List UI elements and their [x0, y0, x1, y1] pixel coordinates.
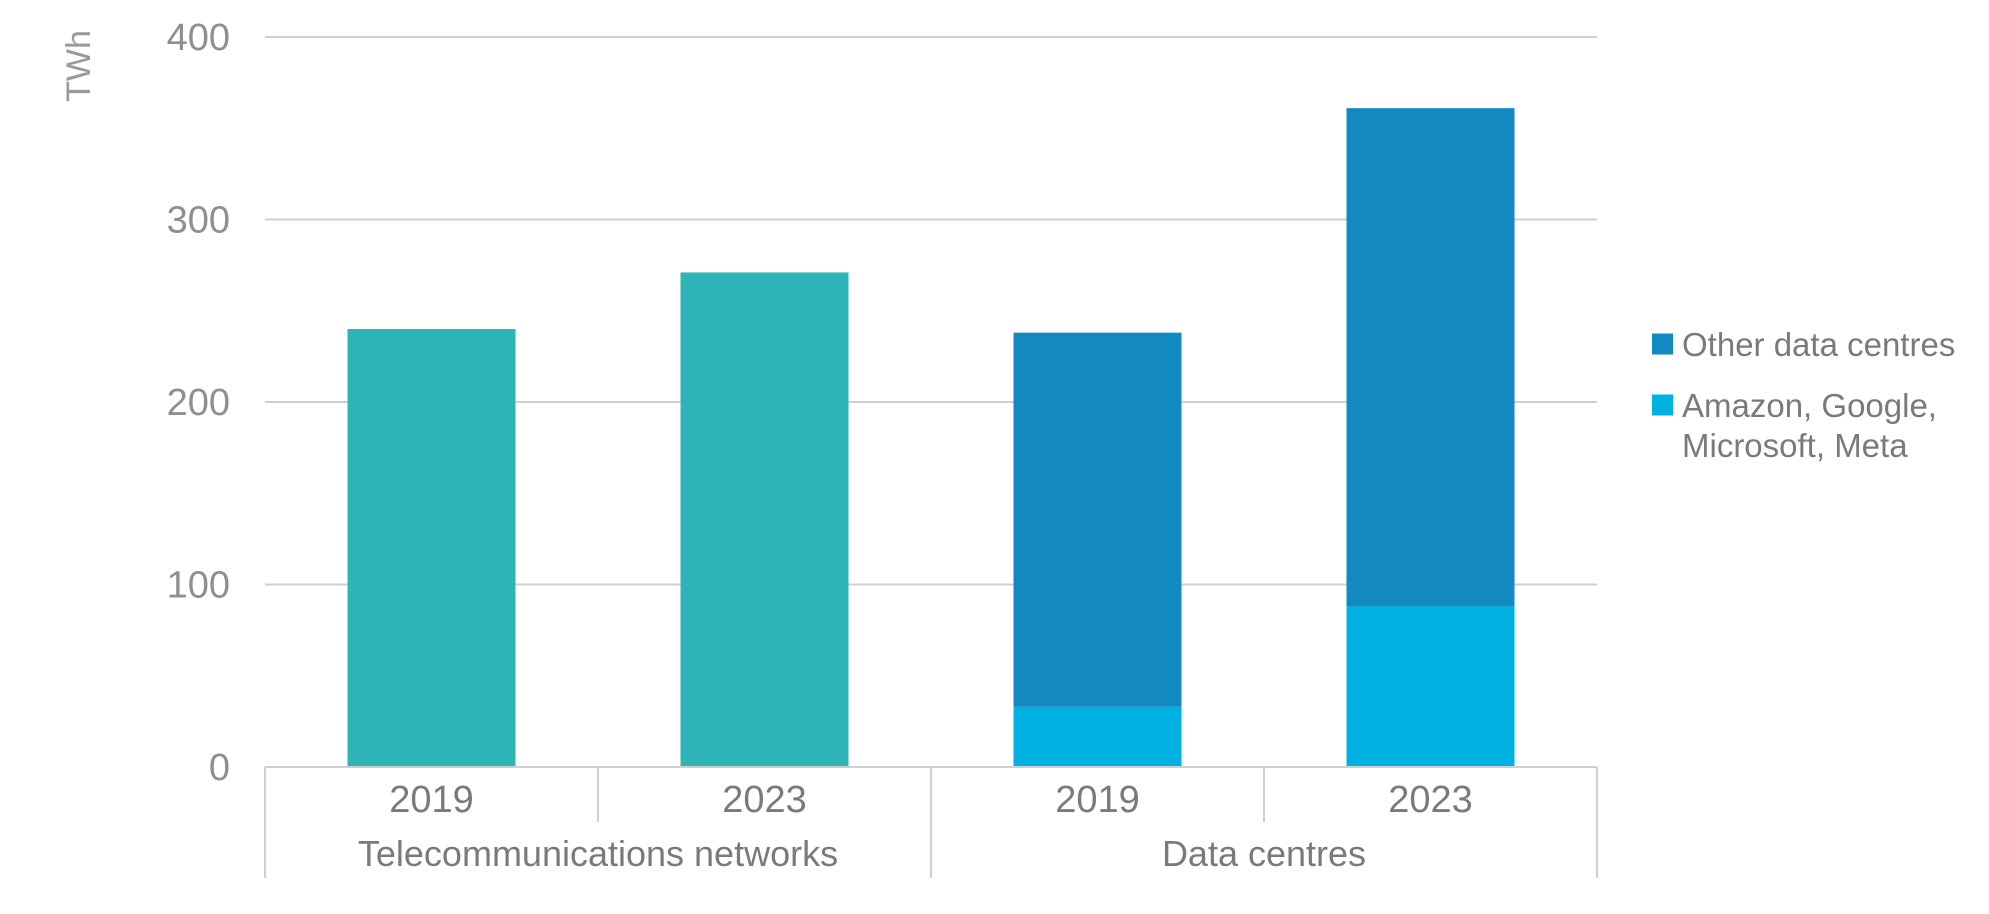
- y-tick-label: 200: [167, 382, 230, 424]
- y-tick-label: 100: [167, 565, 230, 607]
- legend-swatch: [1652, 333, 1673, 355]
- bar-segment: [1013, 706, 1182, 767]
- legend-label: Amazon, Google,: [1682, 387, 1937, 424]
- y-tick-label: 0: [209, 747, 230, 789]
- y-tick-label: 400: [167, 17, 230, 59]
- bars: [347, 108, 1515, 767]
- legend-label: Other data centres: [1682, 326, 1955, 363]
- x-group-label: Telecommunications networks: [358, 833, 838, 874]
- bar-segment: [680, 272, 849, 767]
- bar-segment: [1346, 606, 1515, 767]
- bar-segment: [1346, 108, 1515, 607]
- x-category-label: 2023: [722, 779, 807, 821]
- bar-segment: [1013, 332, 1182, 707]
- x-group-label: Data centres: [1162, 833, 1366, 874]
- x-category-label: 2023: [1388, 779, 1473, 821]
- x-category-label: 2019: [389, 779, 474, 821]
- y-tick-label: 300: [167, 200, 230, 242]
- x-category-label: 2019: [1055, 779, 1140, 821]
- legend-swatch: [1652, 394, 1673, 416]
- x-axis: 2019 2023 Telecommunications networks 2019 2…: [264, 766, 1598, 878]
- bar-segment: [347, 329, 516, 767]
- y-axis-tick-labels: 0 100 200 300 400: [167, 17, 230, 789]
- legend-label: Microsoft, Meta: [1682, 427, 1908, 464]
- legend: Other data centres Amazon, Google,Microso…: [1652, 326, 1955, 464]
- y-axis-label: TWh: [60, 30, 98, 102]
